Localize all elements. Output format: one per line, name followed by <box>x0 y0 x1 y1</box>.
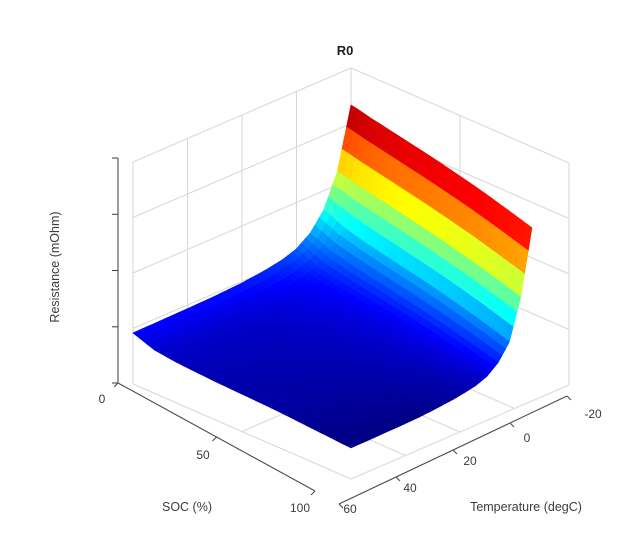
z-axis-label: Resistance (mOhm) <box>48 211 62 323</box>
tick-label: 60 <box>343 502 357 516</box>
tick-label: 20 <box>463 454 477 468</box>
tick-label: 0 <box>99 392 106 406</box>
y-axis-label: Temperature (degC) <box>470 500 582 514</box>
plot-title: R0 <box>336 43 354 58</box>
surface-mesh <box>132 104 533 449</box>
tick-label: -20 <box>584 407 602 421</box>
tick-label: 40 <box>403 481 417 495</box>
tick-label: 50 <box>196 448 210 462</box>
axis-rulers <box>112 157 572 509</box>
tick-labels: 0 50 100 60 40 20 0 -20 <box>99 392 602 516</box>
tick-label: 0 <box>524 431 531 445</box>
x-axis-label: SOC (%) <box>162 500 212 514</box>
tick-label: 100 <box>290 501 310 515</box>
